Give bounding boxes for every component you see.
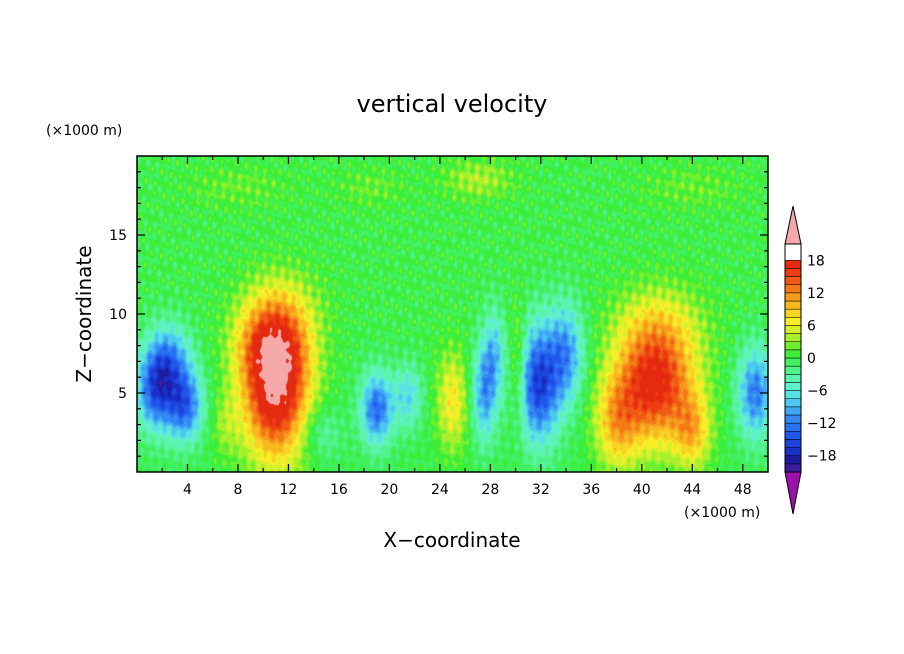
colorbar-segment	[784, 357, 802, 367]
x-tick-label: 4	[183, 482, 192, 498]
y-unit-label: (×1000 m)	[46, 123, 122, 139]
colorbar-segment	[784, 439, 802, 448]
y-axis-label: Z−coordinate	[72, 245, 96, 382]
x-tick-label: 32	[532, 482, 550, 498]
colorbar-segment	[784, 308, 802, 318]
colorbar-segment	[784, 463, 802, 473]
x-tick-label: 24	[431, 482, 449, 498]
x-tick-label: 12	[280, 482, 298, 498]
x-tick-label: 48	[734, 482, 752, 498]
colorbar-segment	[784, 333, 802, 342]
colorbar-segment	[784, 406, 802, 416]
y-tick-label: 10	[109, 307, 127, 323]
colorbar-tick-label: 6	[807, 318, 816, 334]
colorbar-segment	[784, 455, 802, 465]
colorbar-segment	[784, 422, 802, 432]
colorbar-segment	[784, 447, 802, 456]
x-axis-ticks: 4 8 12 16 20 24 28 32 36 40 44 48	[161, 156, 752, 498]
x-tick-label: 36	[582, 482, 600, 498]
colorbar-segment	[784, 268, 802, 277]
colorbar-segment	[784, 300, 802, 310]
colorbar-segment	[784, 284, 802, 294]
colorbar-segment	[784, 341, 802, 351]
colorbar-segment	[784, 398, 802, 408]
colorbar-frame	[784, 243, 802, 473]
colorbar-segment	[784, 365, 802, 375]
x-tick-label: 20	[380, 482, 398, 498]
colorbar-segment	[784, 414, 802, 424]
x-tick-label: 16	[330, 482, 348, 498]
colorbar-segment	[784, 276, 802, 285]
colorbar-tick-label: −6	[807, 384, 828, 400]
colorbar-segment	[784, 431, 802, 440]
x-tick-label: 40	[633, 482, 651, 498]
velocity-field-contours	[137, 156, 768, 472]
colorbar-segment	[784, 374, 802, 383]
colorbar-tick-label: −18	[807, 449, 837, 465]
x-unit-label: (×1000 m)	[684, 505, 760, 521]
colorbar-tick-label: 18	[807, 253, 825, 269]
chart-title: vertical velocity	[357, 90, 548, 118]
x-tick-label: 8	[233, 482, 242, 498]
colorbar-segment	[784, 349, 802, 359]
colorbar: 18 12 6 0 −6 −12 −18	[784, 205, 837, 515]
colorbar-tick-label: 12	[807, 286, 825, 302]
colorbar-tick-label: 0	[807, 351, 816, 367]
x-tick-label: 44	[683, 482, 701, 498]
y-tick-label: 5	[118, 386, 127, 402]
y-axis-ticks: 5 10 15	[109, 171, 768, 457]
colorbar-segment	[784, 390, 802, 399]
colorbar-segment	[784, 325, 802, 334]
colorbar-tick-label: −12	[807, 416, 837, 432]
colorbar-segment	[784, 317, 802, 326]
x-tick-label: 28	[481, 482, 499, 498]
y-tick-label: 15	[109, 228, 127, 244]
colorbar-segment	[784, 292, 802, 302]
colorbar-segment	[784, 382, 802, 391]
x-axis-label: X−coordinate	[383, 528, 520, 552]
colorbar-segment	[784, 260, 802, 269]
plot-area	[136, 155, 769, 473]
